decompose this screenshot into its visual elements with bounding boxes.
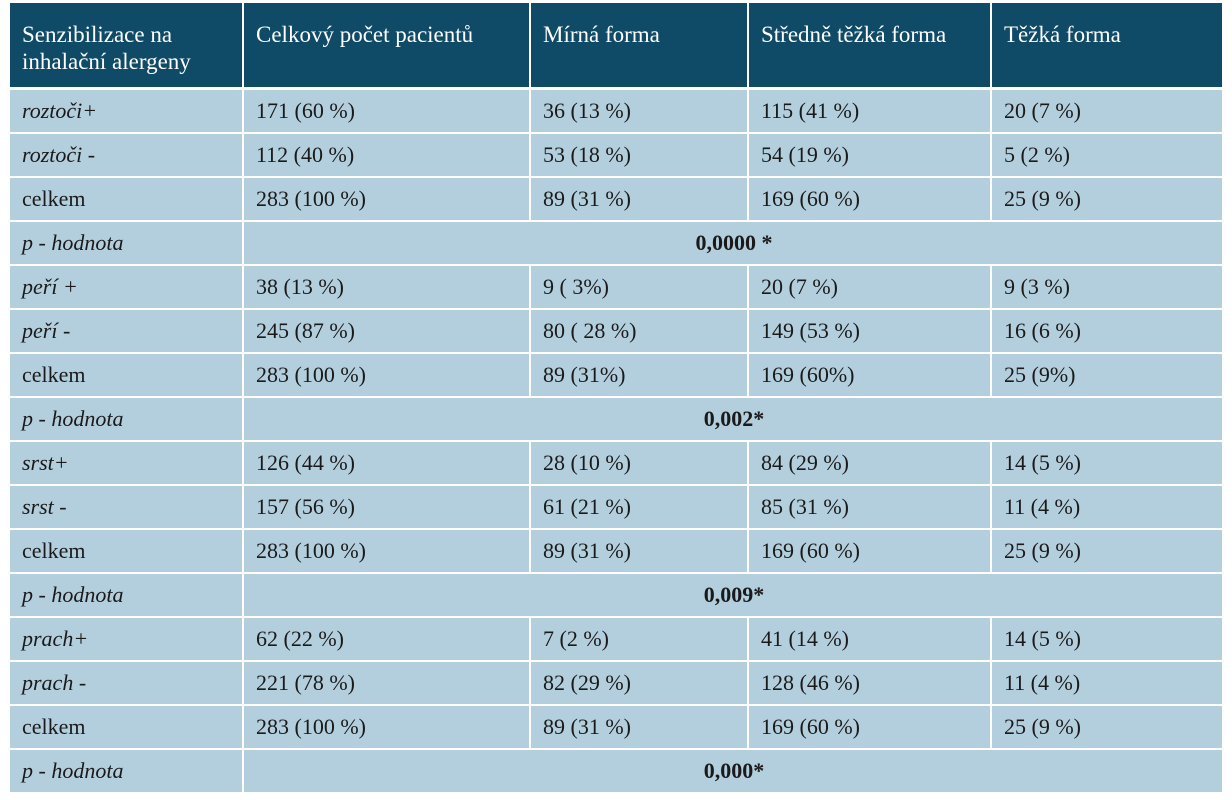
table-row: celkem 283 (100 %) 89 (31 %) 169 (60 %) 25 (…: [10, 529, 1222, 574]
header-row: Senzibilizace na inhalační alergeny Celk…: [10, 3, 1222, 90]
table-row: celkem 283 (100 %) 89 (31 %) 169 (60 %) 25 (…: [10, 177, 1222, 222]
row-label-cell: roztoči -: [10, 133, 244, 178]
p-value-row: p - hodnota 0,002*: [10, 397, 1222, 442]
table-row: celkem 283 (100 %) 89 (31%) 169 (60%) 25 (9%…: [10, 353, 1222, 398]
table-row: prach -221 (78 %) 82 (29 %) 128 (46 %) 11 (…: [10, 661, 1222, 706]
mild-form-cell: 9 ( 3%): [530, 265, 749, 310]
total-patients-cell: 38 (13 %): [243, 265, 531, 310]
moderate-form-cell: 149 (53 %): [748, 309, 992, 354]
moderate-form-cell: 20 (7 %): [748, 265, 992, 310]
header-total-patients: Celkový počet pacientů: [243, 3, 531, 90]
total-patients-cell: 126 (44 %): [243, 441, 531, 486]
row-label-cell: prach -: [10, 661, 244, 706]
severe-form-cell: 11 (4 %): [991, 661, 1222, 706]
p-value: 0,009*: [243, 573, 1222, 618]
total-patients-cell: 283 (100 %): [243, 177, 531, 222]
severe-form-cell: 14 (5 %): [991, 617, 1222, 662]
p-value-row: p - hodnota 0,0000 *: [10, 221, 1222, 266]
p-value: 0,000*: [243, 749, 1222, 794]
mild-form-cell: 53 (18 %): [530, 133, 749, 178]
row-label-cell: roztoči+: [10, 88, 244, 134]
moderate-form-cell: 54 (19 %): [748, 133, 992, 178]
mild-form-cell: 7 (2 %): [530, 617, 749, 662]
severe-form-cell: 5 (2 %): [991, 133, 1222, 178]
table-row: peří -245 (87 %) 80 ( 28 %) 149 (53 %) 16 (…: [10, 309, 1222, 354]
moderate-form-cell: 169 (60%): [748, 353, 992, 398]
p-value: 0,002*: [243, 397, 1222, 442]
p-value-label: p - hodnota: [10, 221, 244, 266]
mild-form-cell: 36 (13 %): [530, 88, 749, 134]
row-label-cell: prach+: [10, 617, 244, 662]
moderate-form-cell: 169 (60 %): [748, 705, 992, 750]
severe-form-cell: 9 (3 %): [991, 265, 1222, 310]
moderate-form-cell: 169 (60 %): [748, 177, 992, 222]
p-value: 0,0000 *: [243, 221, 1222, 266]
table-row: prach+ 62 (22 %) 7 (2 %) 41 (14 %) 14 (5 %): [10, 617, 1222, 662]
header-severe-form: Těžká forma: [991, 3, 1222, 90]
mild-form-cell: 89 (31%): [530, 353, 749, 398]
p-value-row: p - hodnota 0,000*: [10, 749, 1222, 794]
p-value-label: p - hodnota: [10, 749, 244, 794]
severe-form-cell: 25 (9 %): [991, 529, 1222, 574]
row-label-cell: srst -: [10, 485, 244, 530]
total-patients-cell: 283 (100 %): [243, 705, 531, 750]
table-row: roztoči+ 171 (60 %) 36 (13 %) 115 (41 %) 20 …: [10, 88, 1222, 134]
total-patients-cell: 62 (22 %): [243, 617, 531, 662]
table-row: srst+ 126 (44 %) 28 (10 %) 84 (29 %) 14 (5 %…: [10, 441, 1222, 486]
total-patients-cell: 221 (78 %): [243, 661, 531, 706]
mild-form-cell: 89 (31 %): [530, 177, 749, 222]
row-label-cell: celkem: [10, 529, 244, 574]
table-row: peří +38 (13 %) 9 ( 3%) 20 (7 %) 9 (3 %): [10, 265, 1222, 310]
table-row: srst -157 (56 %) 61 (21 %) 85 (31 %) 11 (4 …: [10, 485, 1222, 530]
total-patients-cell: 157 (56 %): [243, 485, 531, 530]
severe-form-cell: 20 (7 %): [991, 88, 1222, 134]
p-value-row: p - hodnota 0,009*: [10, 573, 1222, 618]
row-label-cell: celkem: [10, 705, 244, 750]
severe-form-cell: 11 (4 %): [991, 485, 1222, 530]
severe-form-cell: 16 (6 %): [991, 309, 1222, 354]
total-patients-cell: 283 (100 %): [243, 529, 531, 574]
mild-form-cell: 80 ( 28 %): [530, 309, 749, 354]
p-value-label: p - hodnota: [10, 397, 244, 442]
severe-form-cell: 14 (5 %): [991, 441, 1222, 486]
moderate-form-cell: 128 (46 %): [748, 661, 992, 706]
severe-form-cell: 25 (9%): [991, 353, 1222, 398]
row-label-cell: srst+: [10, 441, 244, 486]
results-table-container: Senzibilizace na inhalační alergeny Celk…: [10, 3, 1222, 794]
mild-form-cell: 28 (10 %): [530, 441, 749, 486]
row-label-cell: peří +: [10, 265, 244, 310]
row-label-cell: celkem: [10, 353, 244, 398]
total-patients-cell: 112 (40 %): [243, 133, 531, 178]
header-moderate-form: Středně těžká forma: [748, 3, 992, 90]
table-row: roztoči -112 (40 %) 53 (18 %) 54 (19 %) 5 (…: [10, 133, 1222, 178]
severe-form-cell: 25 (9 %): [991, 177, 1222, 222]
mild-form-cell: 89 (31 %): [530, 529, 749, 574]
table-header: Senzibilizace na inhalační alergeny Celk…: [10, 3, 1222, 90]
moderate-form-cell: 41 (14 %): [748, 617, 992, 662]
allergen-sensitization-table: Senzibilizace na inhalační alergeny Celk…: [10, 3, 1222, 794]
row-label-cell: peří -: [10, 309, 244, 354]
header-mild-form: Mírná forma: [530, 3, 749, 90]
header-sensitization: Senzibilizace na inhalační alergeny: [10, 3, 244, 90]
table-row: celkem 283 (100 %) 89 (31 %) 169 (60 %) 25 (…: [10, 705, 1222, 750]
total-patients-cell: 245 (87 %): [243, 309, 531, 354]
moderate-form-cell: 85 (31 %): [748, 485, 992, 530]
total-patients-cell: 171 (60 %): [243, 88, 531, 134]
mild-form-cell: 82 (29 %): [530, 661, 749, 706]
mild-form-cell: 89 (31 %): [530, 705, 749, 750]
table-body: roztoči+ 171 (60 %) 36 (13 %) 115 (41 %) 20 …: [10, 88, 1222, 794]
p-value-label: p - hodnota: [10, 573, 244, 618]
mild-form-cell: 61 (21 %): [530, 485, 749, 530]
moderate-form-cell: 115 (41 %): [748, 88, 992, 134]
moderate-form-cell: 169 (60 %): [748, 529, 992, 574]
total-patients-cell: 283 (100 %): [243, 353, 531, 398]
moderate-form-cell: 84 (29 %): [748, 441, 992, 486]
row-label-cell: celkem: [10, 177, 244, 222]
severe-form-cell: 25 (9 %): [991, 705, 1222, 750]
